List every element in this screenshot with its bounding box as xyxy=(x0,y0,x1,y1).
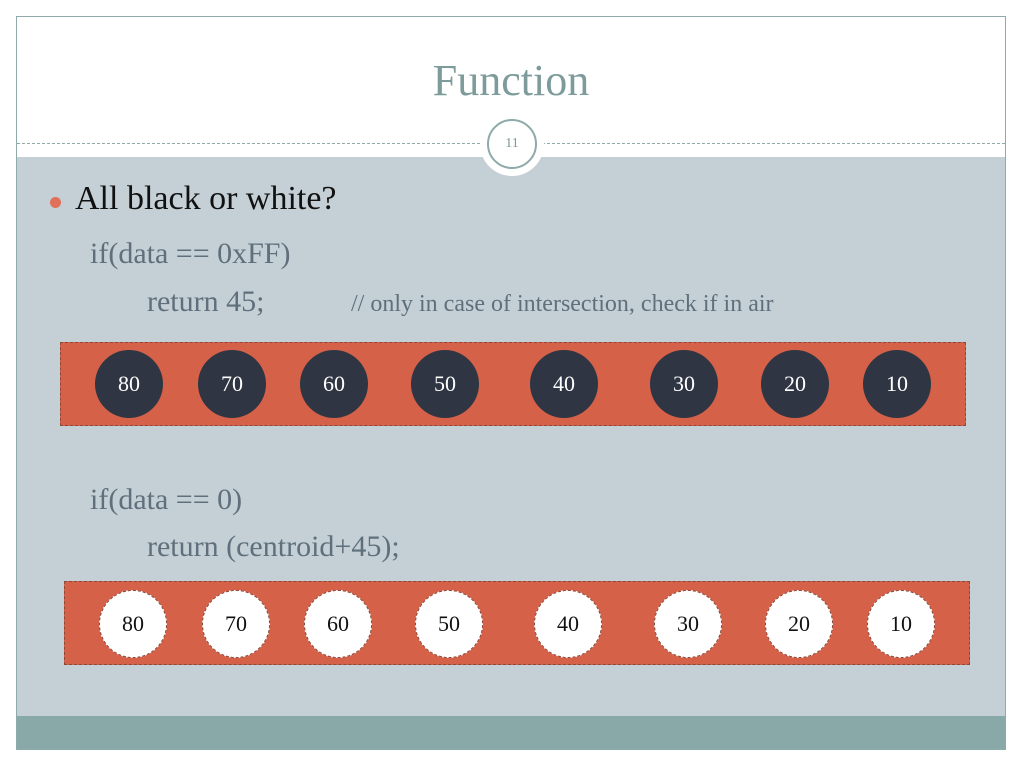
sensor-pixel-dark: 70 xyxy=(198,350,266,418)
code-line-if-ff: if(data == 0xFF) xyxy=(90,237,291,270)
sensor-pixel-light: 50 xyxy=(415,590,483,658)
slide-number-badge: 11 xyxy=(480,112,544,176)
sensor-pixel-dark: 20 xyxy=(761,350,829,418)
sensor-pixel-light: 60 xyxy=(304,590,372,658)
code-line-if-zero: if(data == 0) xyxy=(90,483,243,516)
code-comment: // only in case of intersection, check i… xyxy=(351,291,774,317)
sensor-bar-dark: 80 70 60 50 40 30 20 10 xyxy=(60,342,966,426)
sensor-pixel-dark: 30 xyxy=(650,350,718,418)
sensor-pixel-light: 70 xyxy=(202,590,270,658)
sensor-pixel-light: 40 xyxy=(534,590,602,658)
slide: Function 11 All black or white? if(data … xyxy=(16,16,1006,750)
code-line-return-centroid: return (centroid+45); xyxy=(147,530,400,563)
code-line-return-45: return 45; xyxy=(147,285,265,318)
sensor-pixel-dark: 50 xyxy=(411,350,479,418)
sensor-pixel-dark: 60 xyxy=(300,350,368,418)
sensor-bar-light: 80 70 60 50 40 30 20 10 xyxy=(64,581,970,665)
sensor-pixel-dark: 40 xyxy=(530,350,598,418)
slide-number: 11 xyxy=(487,119,537,169)
slide-footer-band xyxy=(17,716,1005,749)
slide-title: Function xyxy=(432,56,590,105)
sensor-pixel-dark: 80 xyxy=(95,350,163,418)
sensor-pixel-dark: 10 xyxy=(863,350,931,418)
sensor-pixel-light: 30 xyxy=(654,590,722,658)
sensor-pixel-light: 20 xyxy=(765,590,833,658)
sensor-pixel-light: 80 xyxy=(99,590,167,658)
bullet-dot-icon xyxy=(50,197,61,208)
sensor-pixel-light: 10 xyxy=(867,590,935,658)
bullet-text: All black or white? xyxy=(75,180,337,217)
